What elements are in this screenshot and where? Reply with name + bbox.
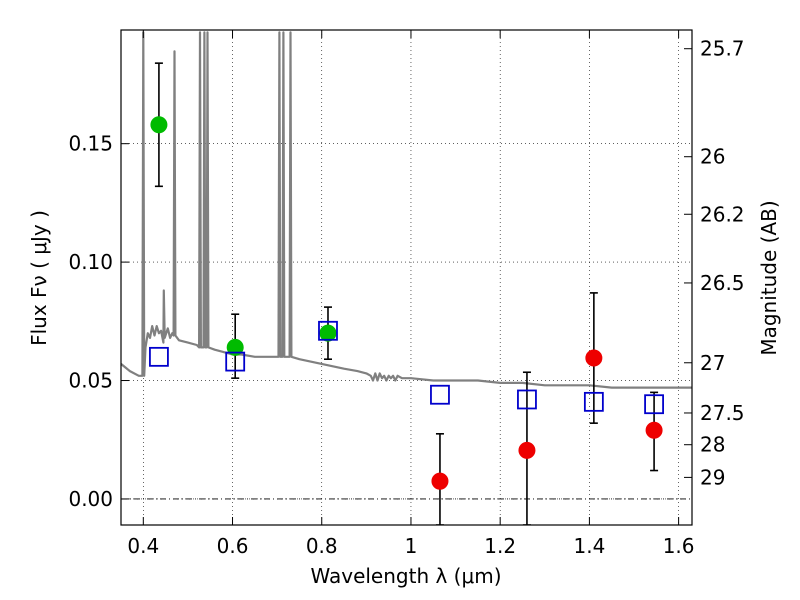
axes: 0.4 0.6 0.8 1 1.2 1.4 1.6 0.00 0.05 0.10 0.15 25.7 2… — [68, 30, 745, 558]
x-tick-label: 1.4 — [573, 534, 605, 558]
data-point — [226, 338, 244, 356]
y-axis-label: Flux Fν ( μJy ) — [27, 210, 51, 346]
data-point — [645, 421, 663, 439]
y2-tick-label: 26.2 — [700, 202, 745, 226]
x-tick-label: 0.4 — [127, 534, 159, 558]
plot-frame — [120, 29, 693, 526]
x-tick-label: 1 — [405, 534, 418, 558]
y2-axis-label: Magnitude (AB) — [757, 200, 781, 355]
data-point — [518, 441, 536, 459]
data-point — [319, 324, 337, 342]
model-point — [318, 320, 338, 341]
y-tick-label: 0.05 — [68, 369, 113, 393]
y2-tick-label: 25.7 — [700, 37, 745, 61]
model-point — [225, 351, 246, 372]
y2-tick-label: 28 — [700, 433, 725, 457]
data-point — [431, 472, 449, 490]
y2-tick-label: 26 — [700, 145, 725, 169]
x-tick-label: 0.6 — [217, 534, 249, 558]
model-point — [644, 394, 664, 415]
y2-tick-label: 27.5 — [700, 401, 745, 425]
x-tick-label: 0.8 — [306, 534, 338, 558]
x-tick-label: 1.6 — [663, 534, 695, 558]
grid-lines — [121, 30, 692, 525]
y2-tick-label: 27 — [700, 351, 725, 375]
y-tick-label: 0.10 — [68, 250, 113, 274]
model-point — [430, 384, 450, 405]
model-point — [517, 389, 537, 410]
y-tick-label: 0.15 — [68, 132, 113, 156]
data-point — [585, 349, 603, 367]
y2-tick-label: 29 — [700, 465, 725, 489]
model-spectrum-line — [121, 31, 692, 389]
data-point — [150, 116, 168, 134]
model-point — [149, 346, 169, 367]
x-axis-label: Wavelength λ (μm) — [310, 564, 501, 588]
y2-tick-label: 26.5 — [700, 271, 745, 295]
plot-area — [121, 31, 692, 525]
x-tick-label: 1.2 — [484, 534, 516, 558]
model-point — [583, 391, 604, 412]
y-tick-label: 0.00 — [68, 487, 113, 511]
